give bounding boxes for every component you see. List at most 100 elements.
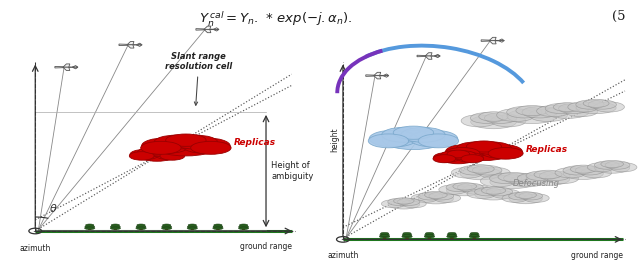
Polygon shape — [63, 67, 70, 71]
Text: Replicas: Replicas — [526, 145, 568, 154]
Ellipse shape — [445, 148, 479, 159]
Polygon shape — [489, 41, 496, 44]
Ellipse shape — [160, 152, 185, 160]
Ellipse shape — [85, 227, 95, 230]
Ellipse shape — [474, 187, 501, 196]
Ellipse shape — [136, 225, 146, 228]
Ellipse shape — [112, 224, 119, 226]
Ellipse shape — [515, 192, 537, 199]
Ellipse shape — [419, 194, 453, 204]
Ellipse shape — [595, 163, 629, 173]
Ellipse shape — [526, 173, 570, 185]
Ellipse shape — [214, 224, 222, 226]
Ellipse shape — [429, 192, 454, 200]
Ellipse shape — [411, 194, 438, 202]
Ellipse shape — [368, 134, 409, 148]
Polygon shape — [435, 54, 440, 56]
Ellipse shape — [545, 103, 576, 113]
Ellipse shape — [381, 127, 426, 142]
Ellipse shape — [213, 227, 223, 230]
Ellipse shape — [379, 234, 390, 236]
Ellipse shape — [154, 150, 184, 160]
Ellipse shape — [379, 235, 390, 238]
Polygon shape — [383, 76, 389, 77]
Ellipse shape — [446, 183, 472, 192]
Text: ground range: ground range — [240, 242, 292, 251]
Ellipse shape — [565, 105, 598, 117]
Ellipse shape — [469, 234, 479, 236]
Ellipse shape — [369, 130, 417, 147]
Ellipse shape — [467, 141, 501, 152]
Polygon shape — [137, 45, 142, 46]
Text: Slant range
resolution cell: Slant range resolution cell — [165, 52, 232, 105]
Polygon shape — [63, 64, 70, 67]
Ellipse shape — [461, 115, 496, 127]
Polygon shape — [383, 237, 386, 239]
Ellipse shape — [475, 189, 512, 200]
Ellipse shape — [461, 155, 483, 163]
Ellipse shape — [138, 148, 165, 157]
Polygon shape — [499, 41, 504, 42]
Ellipse shape — [516, 106, 548, 116]
Ellipse shape — [165, 134, 206, 146]
Polygon shape — [204, 26, 211, 29]
Ellipse shape — [583, 99, 609, 107]
Ellipse shape — [141, 141, 181, 154]
Ellipse shape — [519, 192, 542, 200]
Ellipse shape — [393, 126, 433, 139]
Ellipse shape — [445, 144, 487, 158]
Ellipse shape — [509, 192, 532, 200]
Ellipse shape — [529, 109, 567, 122]
Text: azimuth: azimuth — [20, 244, 51, 253]
Ellipse shape — [418, 192, 443, 200]
Polygon shape — [242, 228, 245, 230]
Ellipse shape — [594, 102, 624, 112]
Polygon shape — [204, 29, 211, 33]
Ellipse shape — [448, 232, 456, 235]
Ellipse shape — [451, 151, 476, 160]
Ellipse shape — [154, 135, 199, 149]
Polygon shape — [140, 228, 142, 230]
Ellipse shape — [470, 113, 503, 123]
Ellipse shape — [456, 142, 495, 155]
Ellipse shape — [433, 155, 456, 163]
Polygon shape — [119, 44, 142, 46]
Ellipse shape — [388, 200, 420, 209]
Text: +: + — [32, 227, 38, 235]
Ellipse shape — [434, 194, 461, 202]
Ellipse shape — [188, 224, 196, 226]
Ellipse shape — [397, 198, 420, 206]
Ellipse shape — [488, 148, 523, 159]
Ellipse shape — [456, 153, 483, 162]
Text: $\theta$: $\theta$ — [49, 202, 58, 214]
Ellipse shape — [402, 234, 412, 236]
Polygon shape — [374, 72, 381, 76]
Ellipse shape — [485, 113, 517, 123]
Ellipse shape — [507, 109, 557, 123]
Ellipse shape — [238, 227, 249, 230]
Ellipse shape — [545, 106, 589, 118]
Ellipse shape — [191, 141, 231, 154]
Ellipse shape — [479, 112, 508, 121]
Ellipse shape — [498, 172, 528, 181]
Ellipse shape — [576, 102, 616, 114]
Ellipse shape — [610, 163, 637, 172]
Ellipse shape — [581, 168, 612, 178]
Ellipse shape — [481, 144, 522, 158]
Ellipse shape — [478, 167, 510, 178]
Polygon shape — [165, 228, 168, 230]
Polygon shape — [88, 228, 91, 230]
Ellipse shape — [460, 167, 501, 180]
Ellipse shape — [497, 109, 535, 122]
Ellipse shape — [490, 175, 536, 189]
Ellipse shape — [149, 148, 176, 157]
Ellipse shape — [418, 134, 459, 148]
Ellipse shape — [441, 153, 476, 164]
Ellipse shape — [439, 185, 467, 194]
Ellipse shape — [491, 115, 526, 127]
Ellipse shape — [481, 187, 506, 194]
Ellipse shape — [154, 138, 217, 156]
Polygon shape — [417, 55, 440, 57]
Ellipse shape — [539, 171, 570, 181]
Ellipse shape — [502, 194, 528, 202]
